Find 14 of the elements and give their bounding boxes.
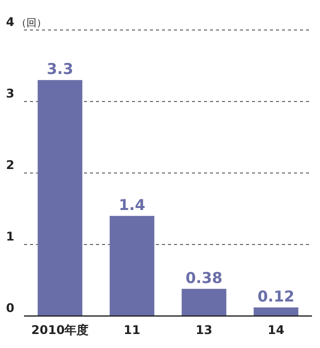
x-tick-label: 13 — [196, 323, 212, 337]
data-label: 1.4 — [118, 196, 146, 214]
data-label: 0.38 — [185, 268, 223, 287]
x-tick-label: 2010年度 — [31, 323, 89, 337]
y-axis-title: （回） — [16, 18, 46, 29]
y-tick-label: 4 — [6, 15, 14, 29]
data-label: 3.3 — [46, 60, 74, 78]
data-label: 0.12 — [257, 287, 295, 306]
y-tick-label: 0 — [6, 301, 14, 315]
y-tick-label: 3 — [6, 86, 14, 100]
y-tick-label: 2 — [6, 158, 14, 172]
y-tick-label: 1 — [6, 230, 14, 244]
x-tick-label: 14 — [268, 323, 284, 337]
x-tick-label: 11 — [124, 323, 140, 337]
